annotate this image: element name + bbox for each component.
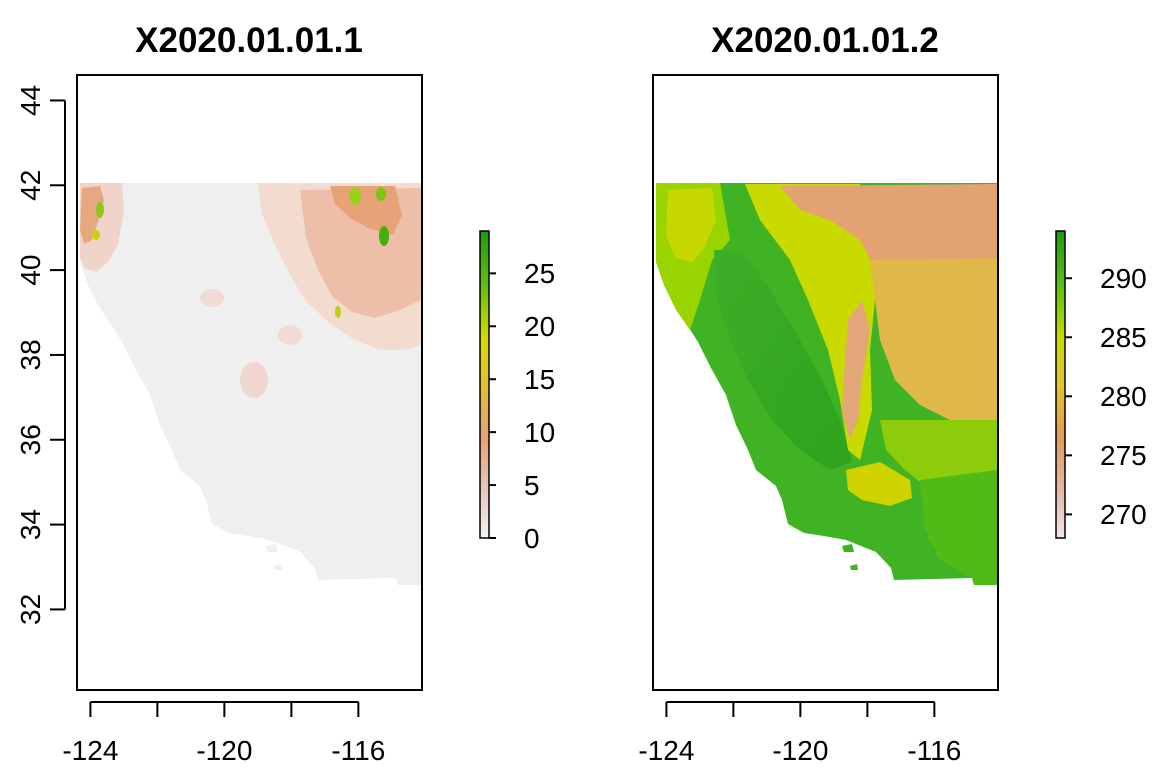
panel-2-transverse: [846, 462, 912, 506]
panel-1-title: X2020.01.01.1: [135, 21, 363, 60]
panel-2-coast-range: [666, 188, 716, 262]
panel-1-legend: 0 5 10 15 20 25: [479, 230, 555, 554]
panel-1-legend-ticks: 0 5 10 15 20 25: [489, 258, 555, 554]
panel-2-legend-ticks: 270 275 280 285 290: [1065, 263, 1147, 530]
panel-2-legend: 270 275 280 285 290: [1055, 230, 1147, 539]
panel-2-central-valley: [714, 250, 852, 470]
panel-1: X2020.01.01.1 -124 -120 -116 32 34 36 38 40 42 4…: [15, 21, 555, 766]
panel-1-raster: [80, 183, 421, 585]
x-tick-label: -120: [196, 735, 252, 766]
panel-1-channel-island-2: [266, 544, 278, 552]
panel-1-legend-bar: [479, 230, 490, 539]
panel-2-sierra-crest: [842, 300, 870, 440]
panel-1-x-axis: -124 -120 -116: [62, 701, 385, 766]
panel-1-snow-2: [376, 187, 386, 201]
x-tick-label: -116: [331, 735, 385, 766]
panel-1-channel-island-1: [213, 514, 252, 522]
y-tick-label: 36: [15, 424, 46, 455]
panel-1-snow-5: [92, 230, 100, 240]
panel-1-channel-island-3: [274, 564, 282, 570]
legend-tick-label: 285: [1100, 322, 1147, 353]
panel-2-title: X2020.01.01.2: [711, 21, 939, 60]
legend-tick-label: 280: [1100, 381, 1147, 412]
panel-1-snow-3: [379, 226, 389, 246]
x-tick-label: -116: [907, 735, 961, 766]
panel-2-southeast-desert: [920, 470, 997, 585]
panel-2-frame: [652, 74, 999, 691]
legend-tick-label: 15: [524, 364, 555, 395]
panel-1-sierra-patch-1: [240, 362, 268, 398]
x-tick-label: -120: [772, 735, 828, 766]
legend-tick-label: 25: [524, 258, 555, 289]
panel-1-frame: [76, 74, 423, 691]
y-tick-label: 42: [15, 170, 46, 201]
panel-1-sierra-patch-2: [278, 325, 302, 345]
panel-1-y-axis: 32 34 36 38 40 42 44: [15, 85, 66, 625]
panel-1-sierra-patch-3: [200, 289, 224, 307]
panel-2-x-axis: -124 -120 -116: [638, 701, 961, 766]
y-tick-label: 38: [15, 339, 46, 370]
panel-2-high-desert: [870, 258, 997, 430]
panel-1-snow-6: [335, 306, 341, 318]
legend-tick-label: 0: [524, 523, 540, 554]
y-tick-label: 32: [15, 594, 46, 625]
panel-2: X2020.01.01.2 -124 -120 -116 2702752802852…: [638, 21, 1146, 766]
legend-tick-label: 20: [524, 311, 555, 342]
panel-1-snow-1: [349, 187, 361, 205]
panel-1-snow-4: [96, 202, 104, 218]
y-tick-label: 44: [15, 85, 46, 116]
x-tick-label: -124: [638, 735, 694, 766]
panel-2-channel-island-3: [850, 564, 858, 570]
x-tick-label: -124: [62, 735, 118, 766]
legend-tick-label: 270: [1100, 499, 1147, 530]
y-tick-label: 40: [15, 255, 46, 286]
panel-1-north-coast-peak: [80, 186, 104, 244]
panel-2-legend-bar: [1055, 230, 1066, 539]
legend-tick-label: 290: [1100, 263, 1147, 294]
y-tick-label: 34: [15, 509, 46, 540]
legend-tick-label: 275: [1100, 440, 1147, 471]
legend-tick-label: 10: [524, 417, 555, 448]
panel-2-raster: [656, 183, 997, 585]
legend-tick-label: 5: [524, 470, 540, 501]
panel-2-channel-island-2: [842, 544, 854, 552]
panel-2-channel-island-1: [789, 514, 828, 522]
